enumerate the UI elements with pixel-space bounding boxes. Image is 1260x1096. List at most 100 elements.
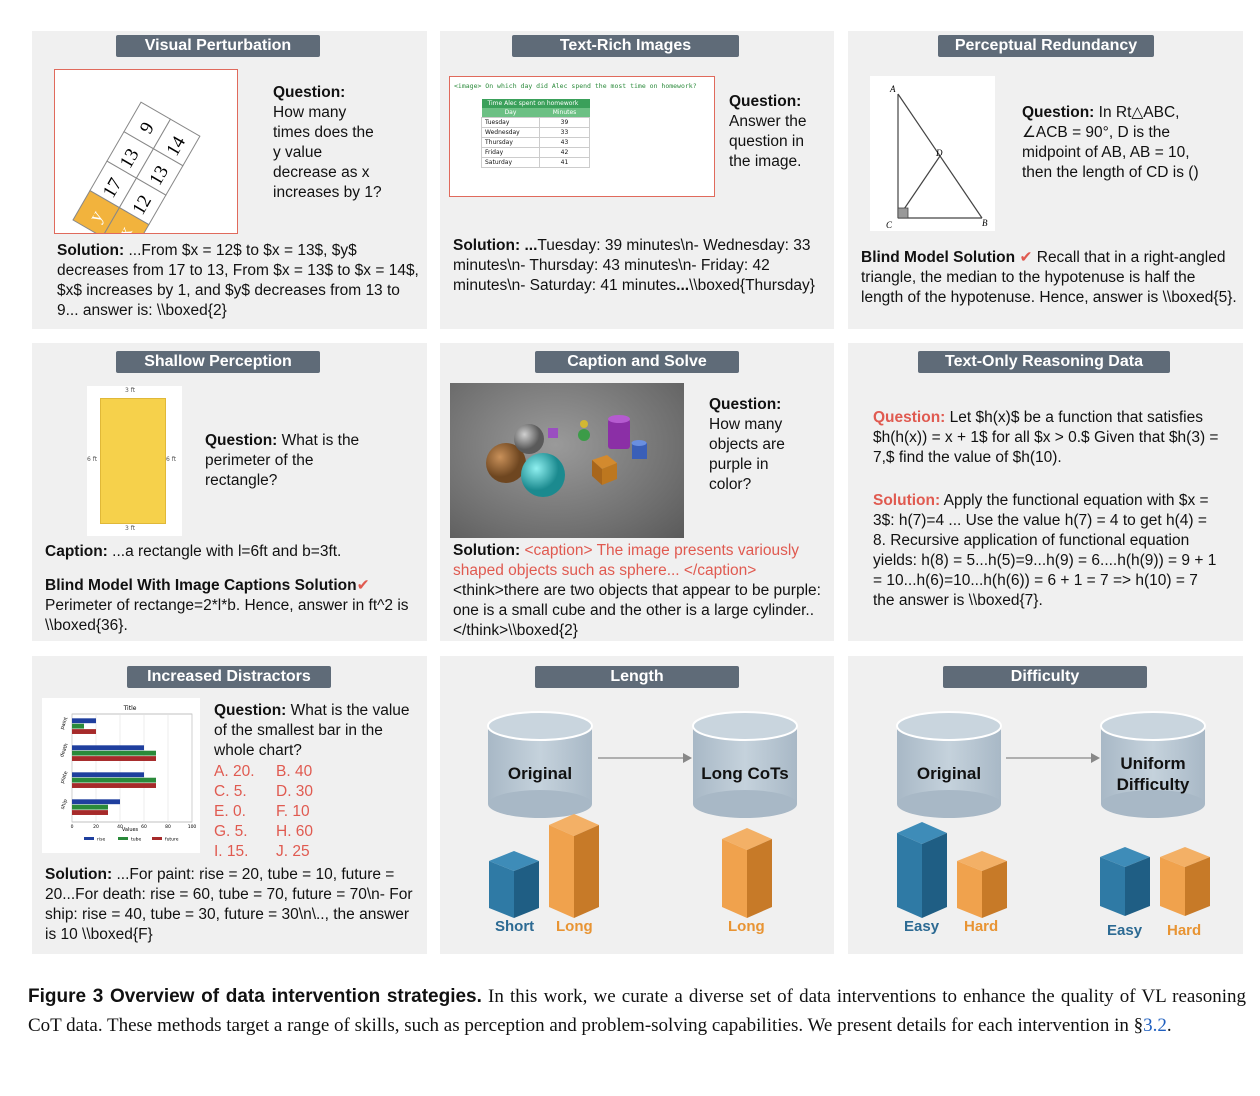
label-uniform-difficulty: Uniform Difficulty (1101, 753, 1205, 795)
label-easy-right: Easy (1107, 922, 1143, 939)
category-label: paint (59, 716, 69, 730)
rectangle-image: 3 ft 6 ft 6 ft 3 ft (87, 386, 182, 536)
dim-top: 3 ft (125, 387, 136, 394)
label-long: Long (556, 918, 593, 935)
solution: Solution: Apply the functional equation … (873, 491, 1223, 611)
panel-title: Increased Distractors (127, 666, 331, 688)
legend-swatch (152, 837, 162, 840)
cube-short-blue (489, 851, 539, 918)
option: H. 60 (276, 823, 314, 840)
question-text: In Rt△ABC, ∠ACB = 90°, D is the midpoint… (1022, 104, 1199, 181)
arrow-head (683, 753, 692, 763)
arrow-head (1091, 753, 1100, 763)
solution: Solution: ...Tuesday: 39 minutes\n- Wedn… (453, 236, 831, 296)
legend-swatch (118, 837, 128, 840)
solution-text: <think>there are two objects that appear… (453, 582, 821, 639)
caption-end: . (1166, 1015, 1172, 1036)
legend-label: rise (97, 837, 105, 843)
option-row: I. 15. J. 25 (214, 842, 344, 862)
question-text: Let $h(x)$ be a function that satisfies … (873, 409, 1219, 466)
check-icon: ✔ (1019, 249, 1033, 266)
x-tick-label: 40 (117, 824, 123, 830)
question-text: How many objects are purple in color? (709, 416, 785, 493)
legend-label: future (165, 837, 179, 843)
cylinder-original (896, 711, 1002, 818)
objects-svg (486, 415, 647, 497)
solution-tail: \\boxed{Thursday} (689, 277, 815, 294)
table-cell: 43 (539, 137, 590, 148)
panel-title: Length (535, 666, 739, 688)
bar-future (72, 810, 108, 815)
bar-rise (72, 718, 96, 724)
bar-tube (72, 750, 156, 756)
bar-tube (72, 723, 84, 729)
panel-title: Visual Perturbation (116, 35, 320, 57)
legend-swatch (84, 837, 94, 840)
question-label: Question: (873, 409, 946, 426)
panel-caption-solve: Caption and Solve Question: How many obj… (440, 343, 834, 641)
solution-label: Blind Model Solution (861, 249, 1016, 266)
question: Question: Let $h(x)$ be a function that … (873, 408, 1228, 468)
cylinder-long-cots (692, 711, 798, 818)
category-label: ship (60, 799, 69, 811)
question: Question: How many objects are purple in… (709, 395, 814, 495)
rotated-table-svg: y 17 13 9 x 12 13 14 (72, 101, 201, 233)
question: Question: What is the value of the small… (214, 701, 419, 761)
rotated-table-image: y 17 13 9 x 12 13 14 (54, 69, 238, 234)
triangle-image: A C B D (870, 76, 995, 231)
table-cell: Friday (481, 147, 540, 158)
option: B. 40 (276, 763, 313, 780)
panel-text-only: Text-Only Reasoning Data Question: Let $… (848, 343, 1243, 641)
bar-future (72, 783, 156, 788)
table-header: Minutes (552, 109, 577, 116)
option: G. 5. (214, 823, 248, 840)
question-label: Question: (709, 396, 782, 413)
section-link[interactable]: 3.2 (1143, 1015, 1167, 1036)
table-cell: 41 (539, 157, 590, 168)
label-original: Original (916, 764, 982, 783)
question-text: What is the value of the smallest bar in… (214, 702, 410, 759)
caption-red-text: <caption> The image presents variously s… (453, 542, 800, 579)
label-long-right: Long (728, 918, 765, 935)
panel-length: Length Ori (440, 656, 834, 954)
solution: Solution: <caption> The image presents v… (453, 541, 831, 641)
panel-title: Text-Only Reasoning Data (918, 351, 1170, 373)
question-label: Question: (273, 84, 346, 101)
option: E. 0. (214, 803, 246, 820)
cylinder-original (487, 711, 593, 818)
table-cell: Saturday (481, 157, 540, 168)
3d-objects-image (450, 383, 684, 538)
panel-title: Difficulty (943, 666, 1147, 688)
cube-easy-blue-right (1100, 847, 1150, 916)
cylinder-uniform (1100, 711, 1206, 818)
mini-bar-chart: Title Values 0 20 40 60 80 100 paint death plate… (59, 705, 196, 843)
point-label: C (886, 220, 893, 230)
solution: Solution: ...From $x = 12$ to $x = 13$, … (57, 241, 425, 321)
difficulty-diagram (896, 711, 1210, 918)
question-text: What is the perimeter of the rectangle? (205, 432, 360, 489)
caption-label: Caption: (45, 543, 108, 560)
panel-distractors: Increased Distractors Title Values 0 20 40… (32, 656, 427, 954)
table-cell: 39 (539, 117, 590, 128)
solution-text: ...From $x = 12$ to $x = 13$, $y$ decrea… (57, 242, 419, 319)
cell-x: x (114, 222, 137, 233)
bar-chart-image: Title Values 0 20 40 60 80 100 paint death plate… (42, 698, 200, 853)
panel-shallow-perception: Shallow Perception 3 ft 6 ft 6 ft 3 ft Q… (32, 343, 427, 641)
question-label: Question: (205, 432, 278, 449)
dim-bottom: 3 ft (125, 525, 136, 532)
cube-hard-orange (957, 851, 1007, 918)
point-label: A (889, 84, 896, 94)
question-label: Question: (729, 93, 802, 110)
label-short: Short (495, 918, 535, 935)
panel-title: Shallow Perception (116, 351, 320, 373)
bar-tube (72, 777, 156, 783)
question-label: Question: (1022, 104, 1095, 121)
solution-label: Solution: (45, 866, 113, 883)
cube-long-orange (549, 814, 599, 918)
solution-text: ...For paint: rise = 20, tube = 10, futu… (45, 866, 413, 943)
solution: Blind Model With Image Captions Solution… (45, 576, 420, 636)
caption-text: ...a rectangle with l=6ft and b=3ft. (107, 543, 342, 560)
category-label: death (59, 743, 70, 759)
option: A. 20. (214, 763, 255, 780)
legend-label: tube (131, 837, 141, 843)
